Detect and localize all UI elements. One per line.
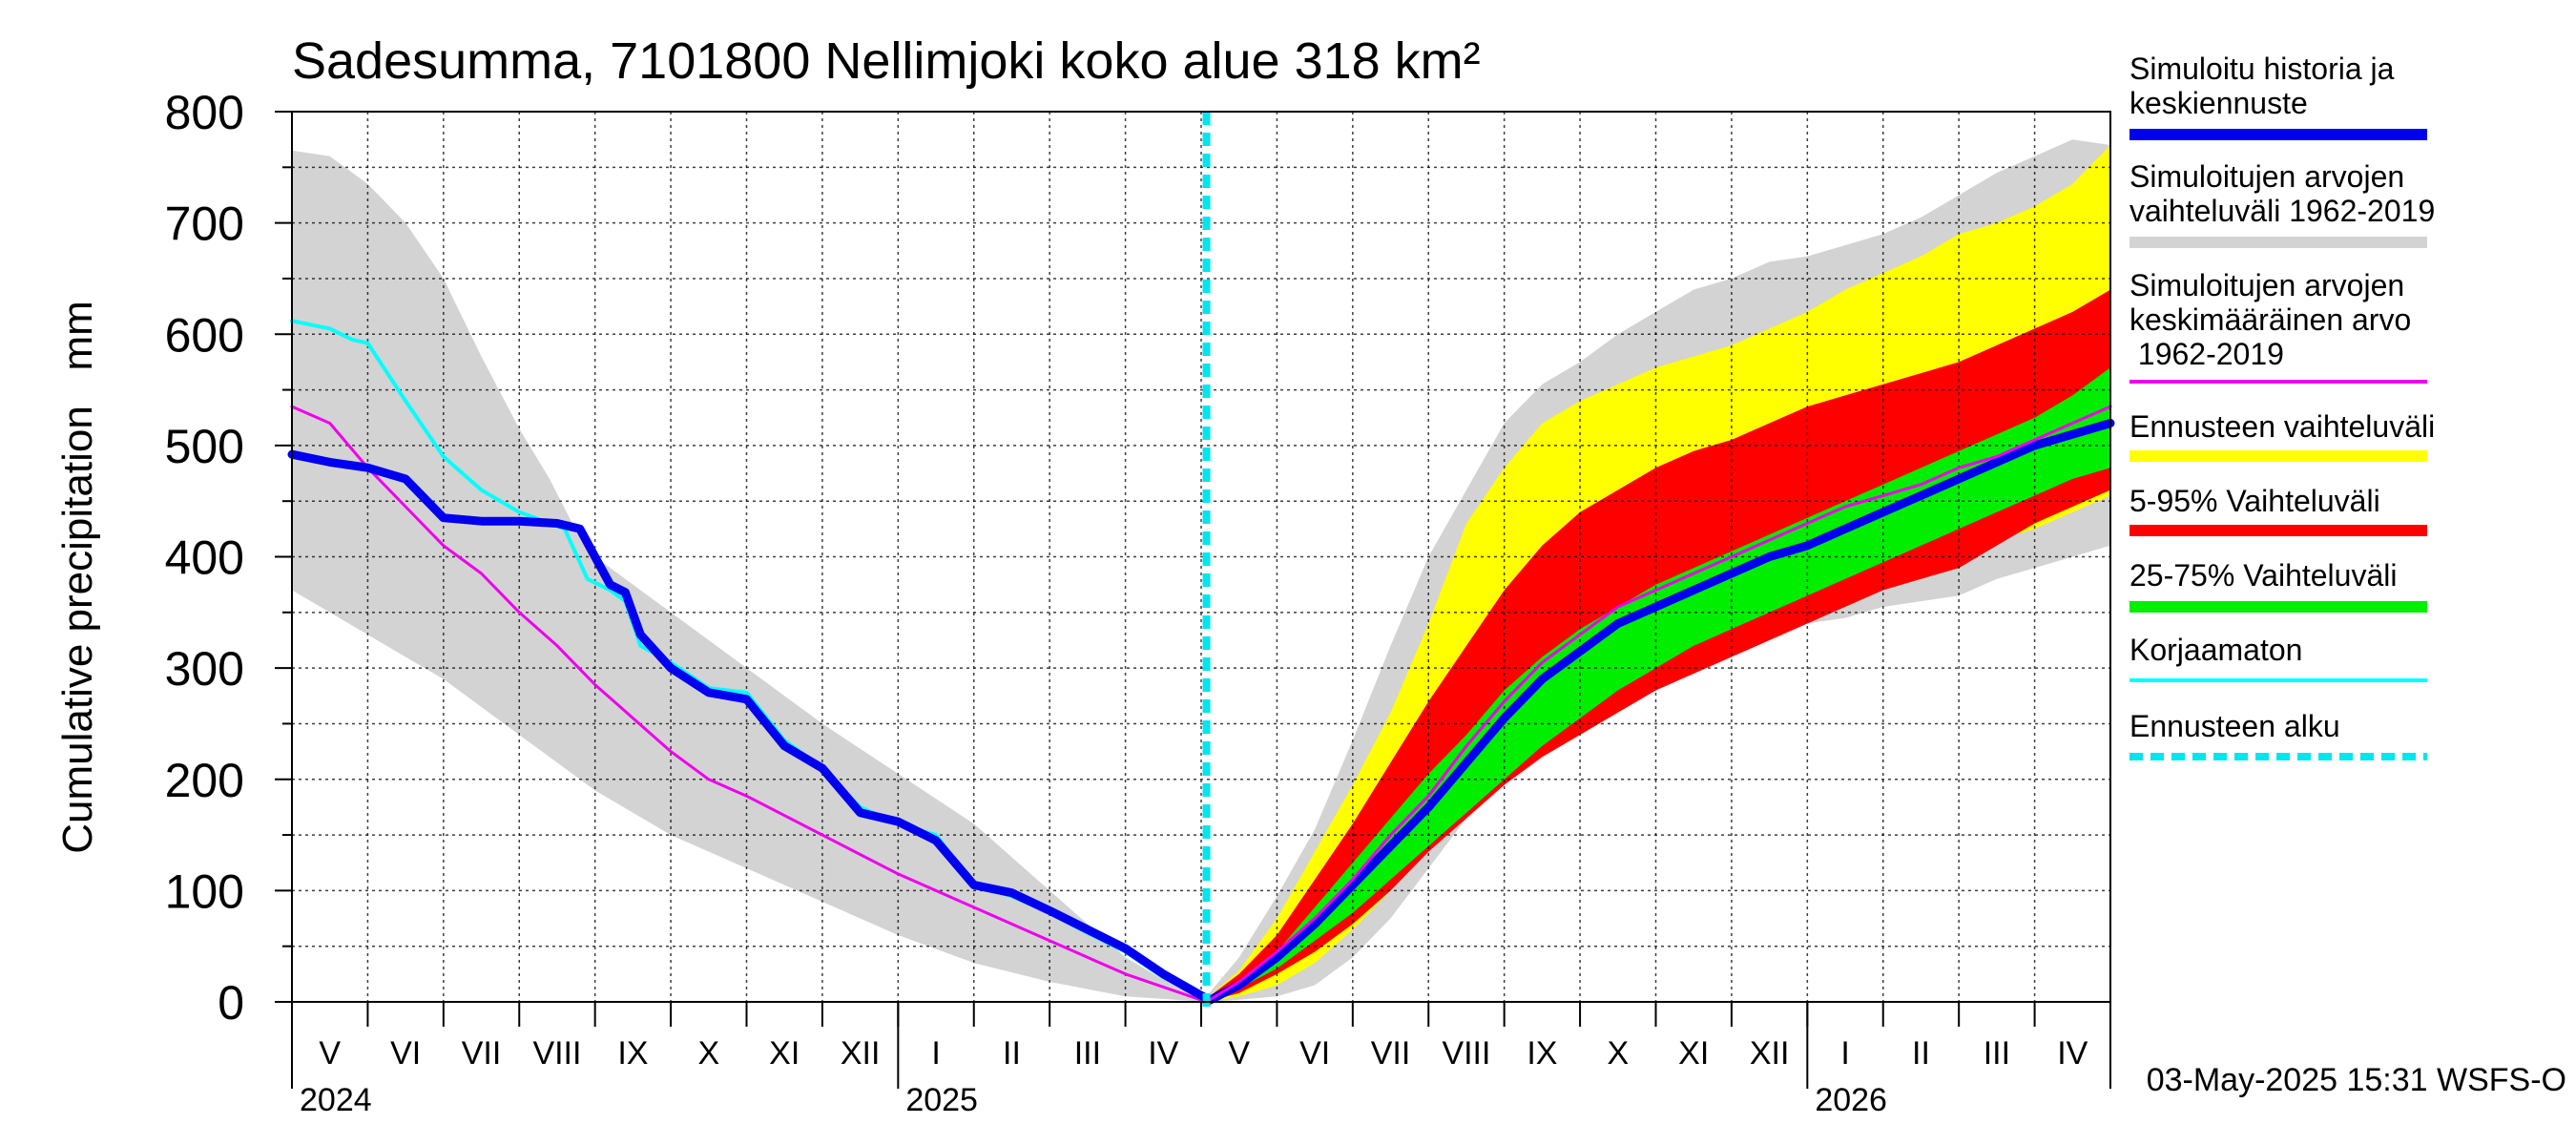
series-line-forecast-median <box>1202 419 2115 1007</box>
month-label: IV <box>1148 1035 1178 1072</box>
legend-label-line: Simuloitujen arvojen <box>2129 268 2404 302</box>
y-tick-label: 700 <box>165 198 244 251</box>
month-label: VIII <box>1442 1035 1490 1072</box>
legend-label: Ennusteen vaihteluväli <box>2129 409 2435 444</box>
history-range-band <box>292 150 1207 1003</box>
y-axis-label: Cumulative precipitation mm <box>54 301 101 854</box>
legend-label: Ennusteen alku <box>2129 709 2340 743</box>
legend-label-line: 25-75% Vaihteluväli <box>2129 558 2397 593</box>
series-line-forecast-mean <box>1205 405 2112 1004</box>
y-tick-label: 400 <box>165 531 244 585</box>
legend-label: Simuloitujen arvojen keskimääräinen arvo … <box>2129 268 2411 371</box>
legend-label-line: keskimääräinen arvo <box>2129 302 2411 337</box>
legend: Simuloitu historia ja keskiennusteSimuloi… <box>2129 52 2435 760</box>
y-tick-label: 500 <box>165 420 244 473</box>
month-label: X <box>697 1035 719 1072</box>
y-tick-label: 300 <box>165 642 244 696</box>
month-label: III <box>1984 1035 2010 1072</box>
legend-label: 5-95% Vaihteluväli <box>2129 484 2380 518</box>
month-label: XII <box>1750 1035 1790 1072</box>
legend-label-line: Ennusteen vaihteluväli <box>2129 409 2435 444</box>
series-line-hist-median <box>287 449 1212 1003</box>
legend-label: Simuloitujen arvojen vaihteluväli 1962-20… <box>2129 159 2435 228</box>
legend-label-line: Simuloitujen arvojen <box>2129 159 2404 194</box>
month-label: I <box>1840 1035 1849 1072</box>
year-label: 2026 <box>1815 1082 1887 1118</box>
legend-label-line: 1962-2019 <box>2129 337 2284 371</box>
month-label: XI <box>1678 1035 1709 1072</box>
month-label: III <box>1074 1035 1101 1072</box>
timestamp-label: 03-May-2025 15:31 WSFS-O <box>2147 1062 2566 1098</box>
month-label: IX <box>1527 1035 1557 1072</box>
legend-label: 25-75% Vaihteluväli <box>2129 558 2397 593</box>
legend-label-line: keskiennuste <box>2129 86 2308 120</box>
y-tick-label: 0 <box>218 976 244 1030</box>
legend-label: Simuloitu historia ja keskiennuste <box>2129 52 2395 120</box>
legend-label-line: vaihteluväli 1962-2019 <box>2129 194 2435 228</box>
month-label: X <box>1607 1035 1629 1072</box>
series-layer <box>287 112 2115 1008</box>
month-label: IX <box>617 1035 648 1072</box>
month-label: I <box>931 1035 940 1072</box>
forecast-25-75-band <box>1206 367 2110 1002</box>
month-label: VI <box>1299 1035 1330 1072</box>
month-label: VI <box>390 1035 421 1072</box>
month-label: V <box>1228 1035 1250 1072</box>
y-tick-label: 100 <box>165 864 244 918</box>
month-label: VII <box>1371 1035 1411 1072</box>
legend-label-line: Ennusteen alku <box>2129 709 2340 743</box>
month-label: VIII <box>532 1035 581 1072</box>
month-label: IV <box>2057 1035 2088 1072</box>
y-tick-label: 800 <box>165 86 244 139</box>
y-tick-label: 600 <box>165 308 244 362</box>
year-label: 2025 <box>905 1082 978 1118</box>
month-label: II <box>1003 1035 1021 1072</box>
legend-label-line: 5-95% Vaihteluväli <box>2129 484 2380 518</box>
series-line-hist-mean <box>290 405 1209 1004</box>
month-label: II <box>1912 1035 1930 1072</box>
month-label: VII <box>462 1035 502 1072</box>
legend-label: Korjaamaton <box>2129 633 2302 667</box>
year-label: 2024 <box>300 1082 372 1118</box>
legend-label-line: Simuloitu historia ja <box>2129 52 2395 86</box>
month-label: XI <box>769 1035 800 1072</box>
month-label: XII <box>841 1035 881 1072</box>
chart-title: Sadesumma, 7101800 Nellimjoki koko alue … <box>292 32 1481 90</box>
band-layer <box>292 139 2110 1003</box>
legend-label-line: Korjaamaton <box>2129 633 2302 667</box>
y-tick-label: 200 <box>165 754 244 807</box>
month-label: V <box>319 1035 341 1072</box>
